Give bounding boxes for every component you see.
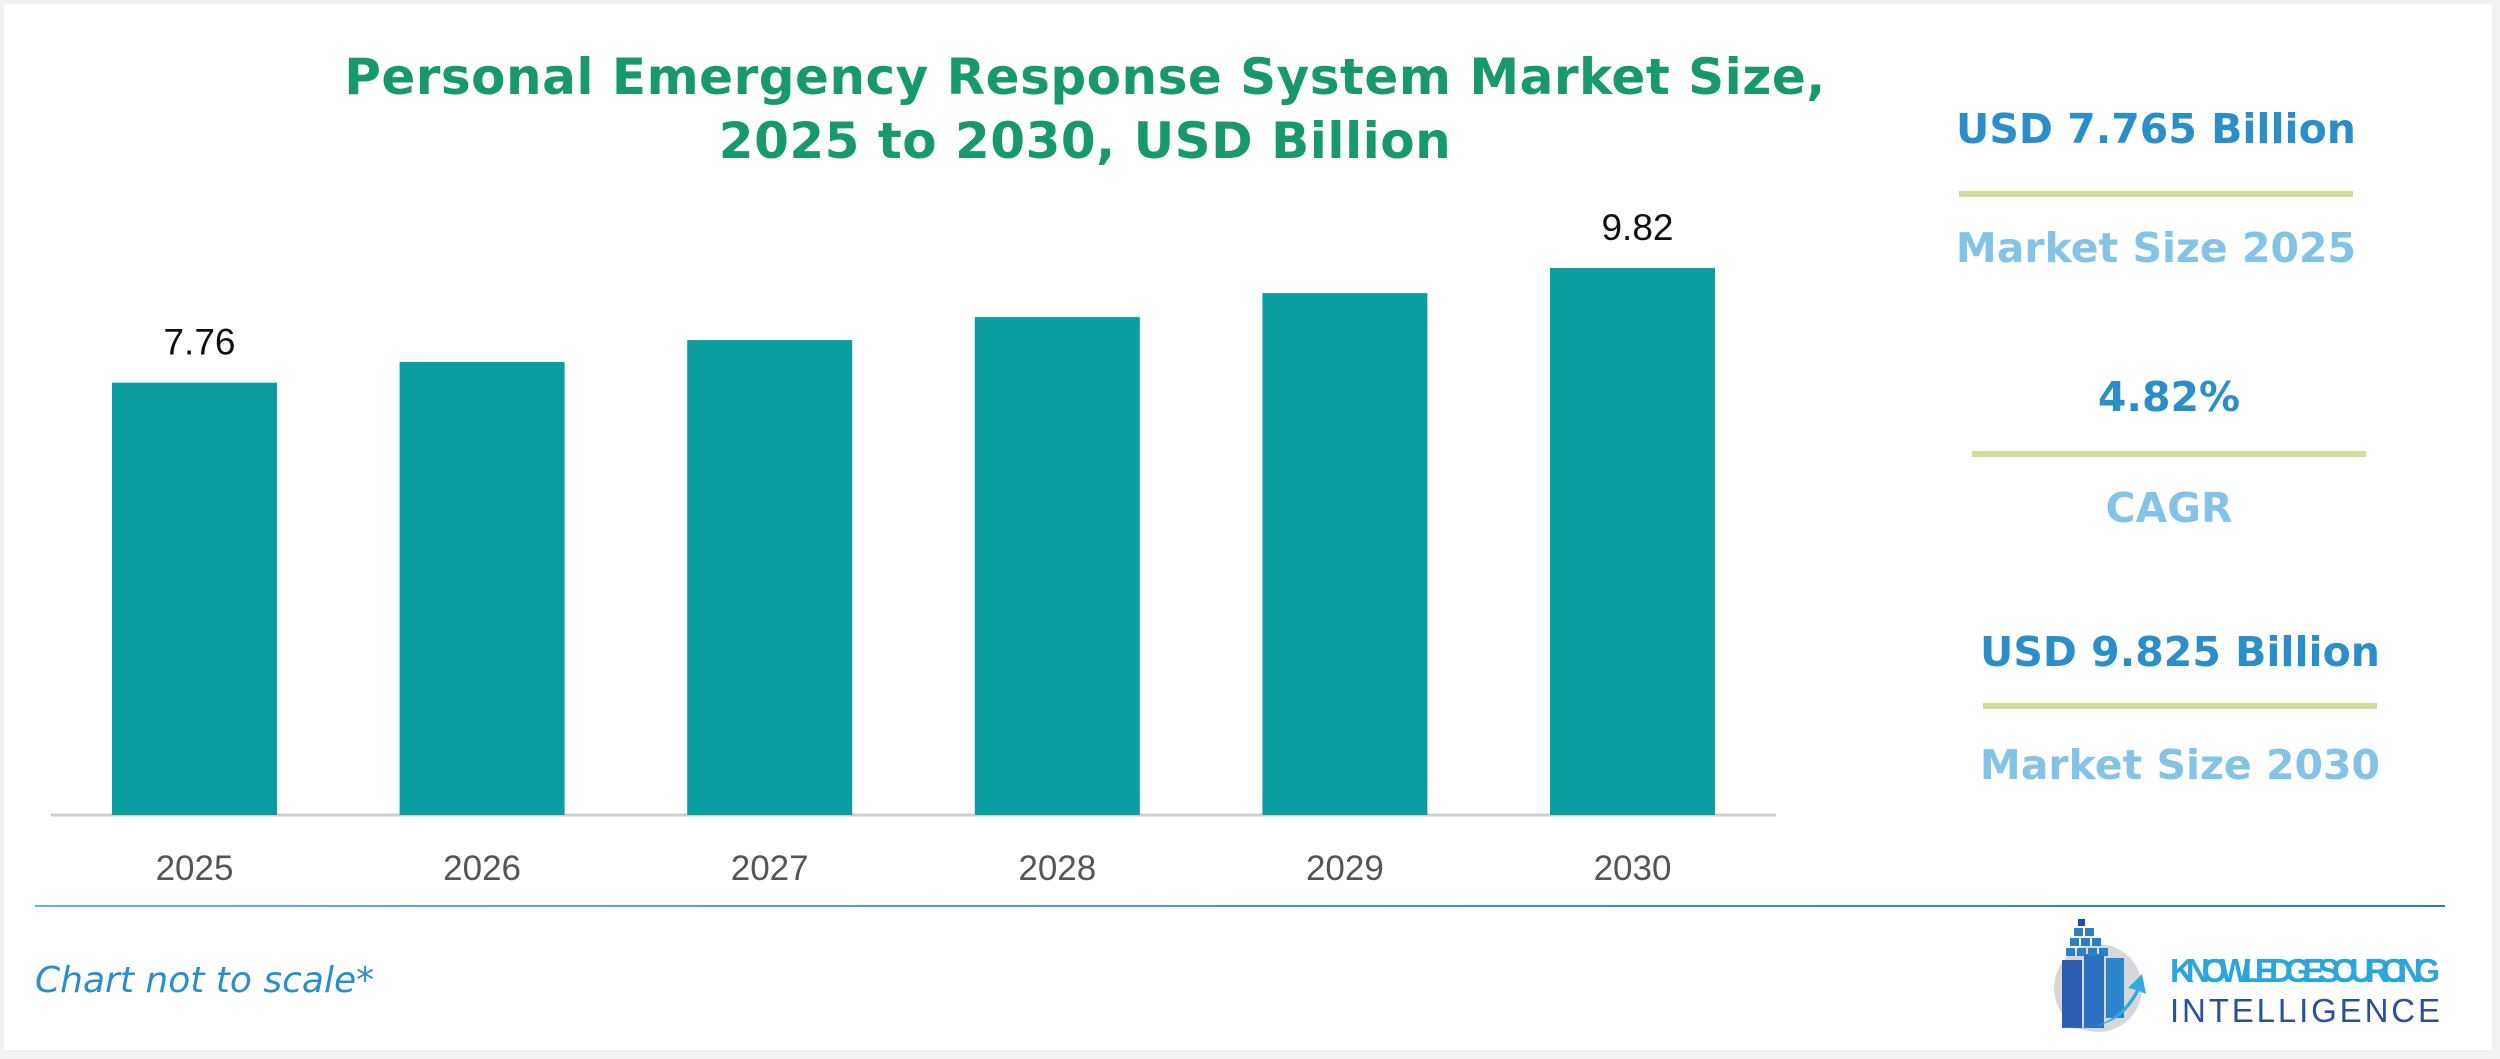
stat-divider bbox=[1972, 451, 2366, 457]
stat-cagr-value: 4.82% bbox=[2097, 373, 2241, 421]
bar-2027 bbox=[687, 340, 853, 815]
x-tick-label: 2028 bbox=[1018, 849, 1096, 888]
logo-text-1: KNOWLEDGE SOURCING bbox=[2170, 952, 2440, 989]
logo-text-2: INTELLIGENCE bbox=[2170, 992, 2440, 1029]
stat-market-size-2025-value: USD 7.765 Billion bbox=[1956, 105, 2356, 153]
chart-title-line-2: 2025 to 2030, USD Billion bbox=[718, 112, 1452, 170]
x-tick-label: 2025 bbox=[156, 849, 234, 888]
stat-cagr-label: CAGR bbox=[2105, 484, 2233, 532]
x-tick-label: 2027 bbox=[731, 849, 809, 888]
bar-2025 bbox=[112, 382, 277, 815]
x-tick-label: 2029 bbox=[1306, 849, 1384, 888]
data-label-2030: 9.82 bbox=[1601, 207, 1673, 248]
stat-market-size-2025-label: Market Size 2025 bbox=[1955, 224, 2357, 272]
stat-market-size-2030-value: USD 9.825 Billion bbox=[1980, 628, 2380, 676]
bar-2026 bbox=[399, 361, 565, 815]
bar-2029 bbox=[1262, 293, 1428, 815]
bar-chart: 2025 7.76 2026 2027 2028 2029 2030 9.82 bbox=[51, 207, 1776, 888]
bar-2030 bbox=[1550, 268, 1715, 815]
footer-divider bbox=[35, 905, 2445, 907]
x-tick-label: 2030 bbox=[1594, 849, 1672, 888]
knowledge-sourcing-logo: KNOWLEDGE SOURCING INTELLIGENCE bbox=[2054, 919, 2440, 1032]
x-tick-label: 2026 bbox=[443, 849, 521, 888]
stat-divider bbox=[1983, 703, 2377, 709]
chart-title-line-1: Personal Emergency Response System Marke… bbox=[344, 48, 1826, 106]
bar-2028 bbox=[974, 317, 1140, 815]
data-label-2025: 7.76 bbox=[163, 322, 235, 363]
chart-title: Personal Emergency Response System Marke… bbox=[185, 45, 1985, 173]
chart-note: Chart not to scale* bbox=[35, 960, 375, 1001]
stat-divider bbox=[1959, 191, 2353, 197]
stat-market-size-2030-label: Market Size 2030 bbox=[1979, 741, 2381, 789]
